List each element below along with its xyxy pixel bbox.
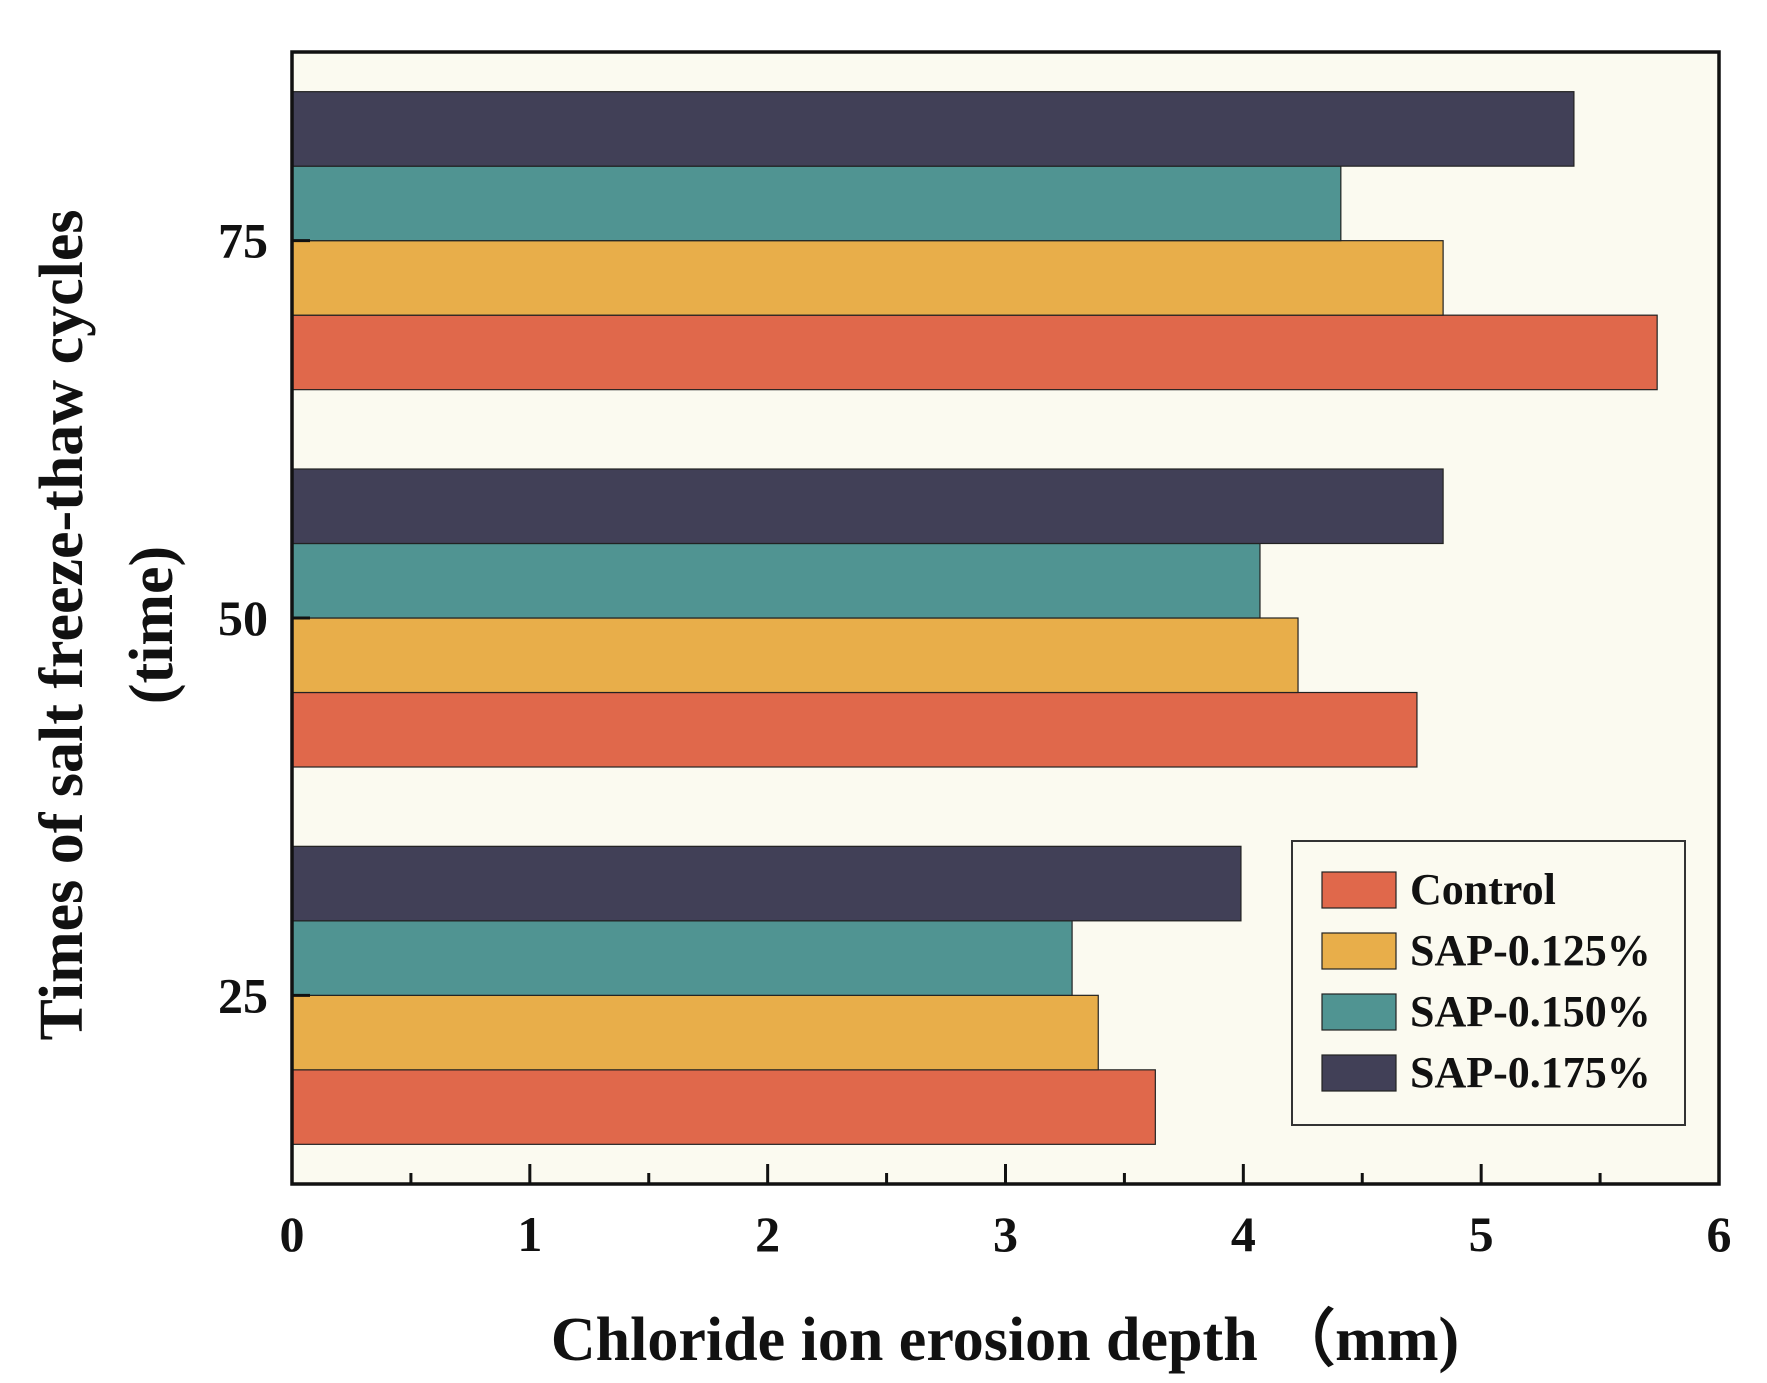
bar-sap-0-150--75: [291, 165, 1342, 242]
x-tick-label: 2: [755, 1206, 780, 1262]
bar-control-25: [291, 1069, 1156, 1145]
x-axis-title: Chloride ion erosion depth （mm): [551, 1304, 1459, 1374]
bar-sap-0-175--75: [291, 91, 1575, 167]
x-tick-label: 4: [1231, 1206, 1256, 1262]
y-tick-label: 75: [218, 213, 268, 269]
y-axis-title-unit: (time): [118, 546, 186, 704]
y-tick-label: 25: [218, 967, 268, 1023]
y-tick-label: 50: [218, 590, 268, 646]
legend-label: SAP-0.175%: [1410, 1048, 1651, 1097]
bars-group: [291, 91, 1658, 1145]
x-tick-labels: 0 1 2 3 4 5 6: [280, 1206, 1732, 1262]
bar-sap-0-125--75: [291, 240, 1444, 316]
x-tick-label: 5: [1469, 1206, 1494, 1262]
legend-swatch: [1321, 932, 1397, 970]
bar-sap-0-175--25: [291, 845, 1242, 922]
legend: Control SAP-0.125% SAP-0.150% SAP-0.175%: [1291, 840, 1686, 1126]
legend-swatch: [1321, 1054, 1397, 1092]
x-tick-label: 6: [1707, 1206, 1732, 1262]
bar-sap-0-150--50: [291, 542, 1261, 619]
bar-control-50: [291, 691, 1418, 768]
x-tick-label: 1: [517, 1206, 542, 1262]
legend-swatch: [1321, 993, 1397, 1031]
x-tick-label: 3: [993, 1206, 1018, 1262]
legend-swatch: [1321, 871, 1397, 909]
x-tick-label: 0: [280, 1206, 305, 1262]
bar-control-75: [291, 314, 1658, 391]
y-axis-title: Times of salt freeze-thaw cycles: [28, 210, 96, 1041]
bar-sap-0-175--50: [291, 468, 1444, 545]
legend-label: SAP-0.125%: [1410, 926, 1651, 975]
plot-frame: [290, 50, 1721, 1186]
bar-sap-0-150--25: [291, 920, 1073, 996]
bar-sap-0-125--25: [291, 994, 1099, 1071]
legend-label: SAP-0.150%: [1410, 987, 1651, 1036]
legend-label: Control: [1410, 865, 1556, 914]
bar-sap-0-125--50: [291, 617, 1299, 694]
ticks-group: [290, 239, 1721, 1184]
y-tick-labels: 25 50 75: [218, 213, 268, 1024]
